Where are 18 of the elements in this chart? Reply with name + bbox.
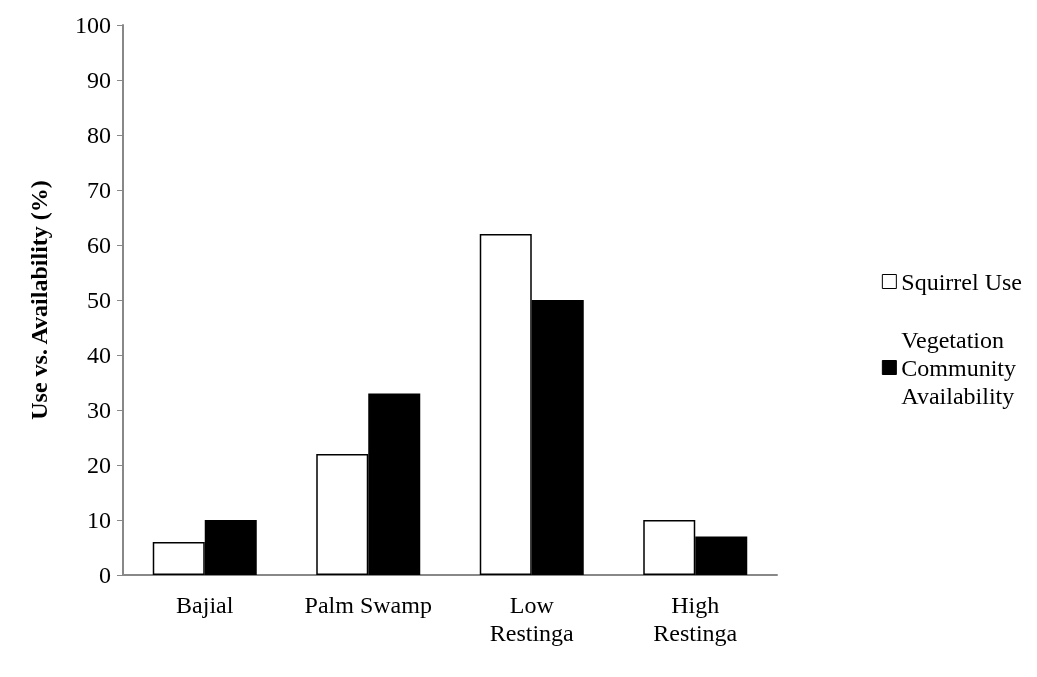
y-axis-title: Use vs. Availability (%) bbox=[26, 180, 52, 420]
y-tick-label: 30 bbox=[87, 397, 111, 423]
y-tick-label: 100 bbox=[75, 12, 111, 38]
y-tick-label: 20 bbox=[87, 452, 111, 478]
y-tick-label: 80 bbox=[87, 122, 111, 148]
y-tick-label: 60 bbox=[87, 232, 111, 258]
x-tick-label: Palm Swamp bbox=[304, 592, 432, 618]
y-tick-label: 50 bbox=[87, 287, 111, 313]
x-tick-label: Low Restinga bbox=[489, 592, 575, 646]
y-tick-label: 10 bbox=[87, 507, 111, 533]
x-tick-label: High Restinga bbox=[653, 592, 738, 646]
legend-label: Vegetation Community Availability bbox=[901, 326, 1017, 409]
y-tick-label: 70 bbox=[87, 177, 111, 203]
legend-label: Squirrel Use bbox=[901, 268, 1023, 295]
y-tick-label: 90 bbox=[87, 67, 111, 93]
y-tick-label: 40 bbox=[87, 342, 111, 368]
y-tick-label: 0 bbox=[99, 562, 111, 588]
x-tick-label: Bajial bbox=[176, 592, 234, 618]
